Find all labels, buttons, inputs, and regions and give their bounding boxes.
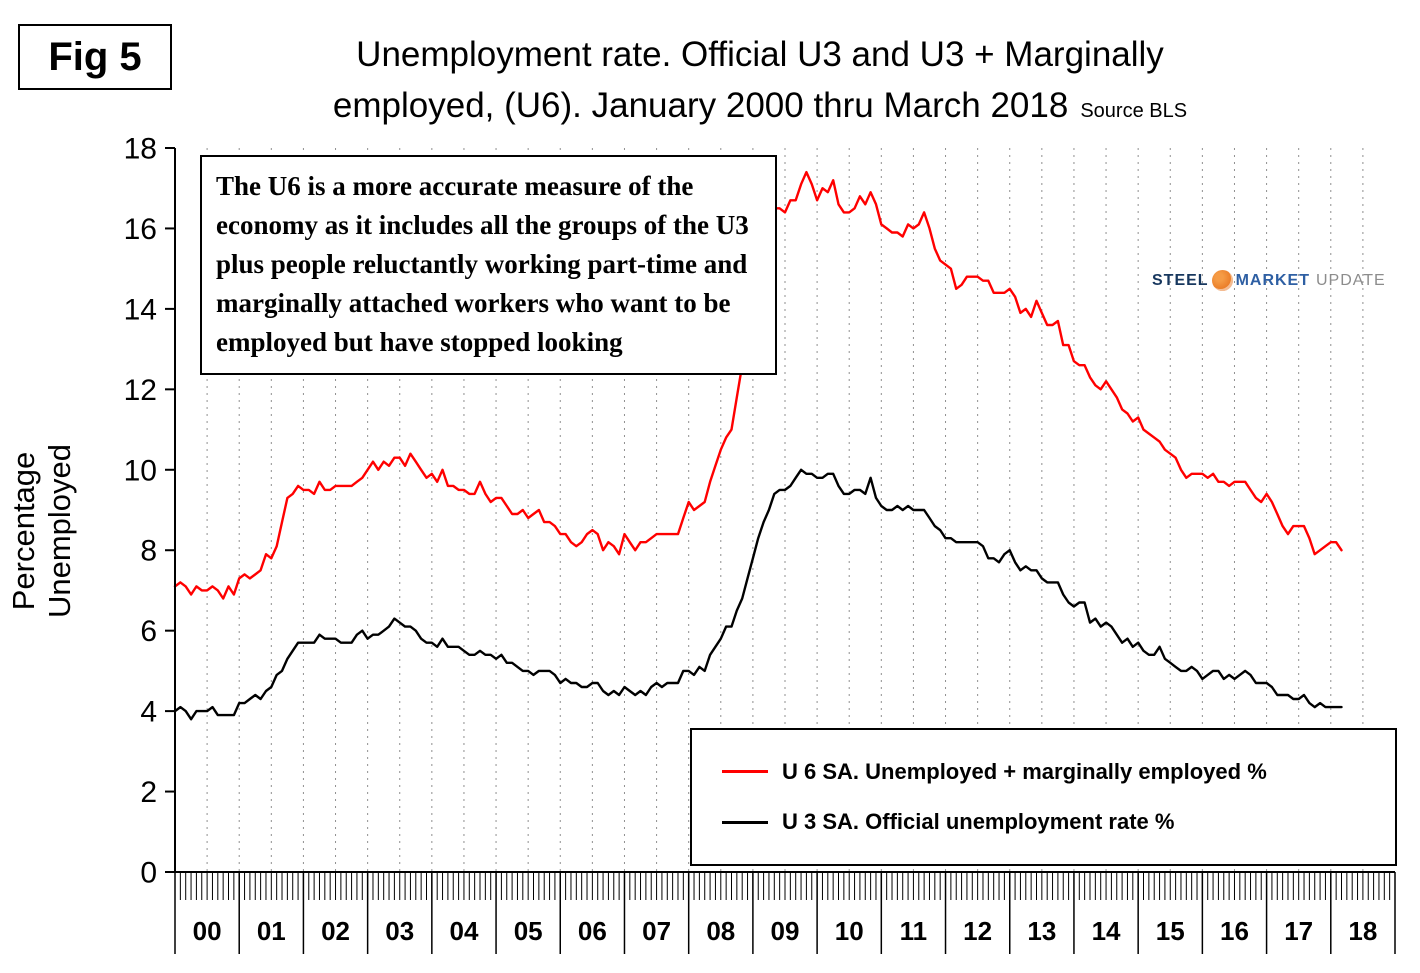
x-tick-label: 11 — [900, 916, 928, 946]
legend-item-u3: U 3 SA. Official unemployment rate % — [692, 809, 1395, 835]
legend: U 6 SA. Unemployed + marginally employed… — [690, 728, 1397, 866]
u3-line-sample — [722, 820, 768, 824]
x-tick-label: 09 — [771, 916, 800, 946]
logo-update-text: UPDATE — [1316, 271, 1386, 289]
x-tick-label: 06 — [578, 916, 607, 946]
x-tick-label: 02 — [321, 916, 350, 946]
x-tick-label: 14 — [1092, 916, 1121, 946]
y-tick-label: 8 — [140, 535, 157, 568]
x-tick-label: 01 — [257, 916, 286, 946]
y-tick-label: 16 — [124, 213, 157, 246]
y-axis-title: Percentage Unemployed — [6, 443, 77, 619]
y-tick-label: 12 — [124, 374, 157, 407]
x-tick-label: 12 — [963, 916, 992, 946]
legend-item-u6: U 6 SA. Unemployed + marginally employed… — [692, 759, 1395, 785]
annotation-text-box: The U6 is a more accurate measure of the… — [200, 155, 777, 376]
x-tick-label: 10 — [835, 916, 864, 946]
x-tick-label: 00 — [193, 916, 222, 946]
x-tick-label: 15 — [1156, 916, 1185, 946]
legend-label-u3: U 3 SA. Official unemployment rate % — [782, 809, 1175, 835]
x-tick-label: 16 — [1220, 916, 1249, 946]
logo-market-text: MARKET — [1235, 271, 1310, 289]
chart-title-line1: Unemployment rate. Official U3 and U3 + … — [356, 35, 1164, 74]
legend-label-u6: U 6 SA. Unemployed + marginally employed… — [782, 758, 1267, 784]
x-tick-label: 18 — [1348, 916, 1377, 946]
y-tick-label: 4 — [140, 696, 157, 729]
x-tick-label: 03 — [385, 916, 414, 946]
x-tick-label: 05 — [514, 916, 543, 946]
axis-ticks — [165, 147, 1396, 954]
y-tick-label: 14 — [124, 293, 157, 326]
logo-steel-text: STEEL — [1152, 271, 1209, 289]
y-tick-label: 0 — [140, 857, 157, 890]
x-tick-label: 08 — [706, 916, 735, 946]
source-label: Source BLS — [1080, 99, 1188, 122]
x-tick-label: 07 — [642, 916, 671, 946]
globe-icon — [1211, 270, 1233, 291]
x-tick-label: 04 — [449, 916, 478, 946]
steel-market-update-logo: STEEL MARKET UPDATE — [1152, 270, 1386, 291]
y-tick-label: 6 — [140, 615, 157, 648]
u3-series-line — [173, 468, 1343, 721]
x-tick-label: 13 — [1027, 916, 1056, 946]
figure-number-label: Fig 5 — [18, 24, 172, 90]
chart-title-line2: employed, (U6). January 2000 thru March … — [180, 81, 1340, 132]
u6-line-sample — [722, 770, 768, 774]
chart-title-line2-text: employed, (U6). January 2000 thru March … — [332, 85, 1069, 125]
x-tick-label: 17 — [1284, 916, 1313, 946]
y-tick-label: 10 — [124, 454, 157, 487]
y-tick-label: 18 — [124, 133, 157, 166]
y-tick-label: 2 — [140, 776, 157, 809]
chart-title: Unemployment rate. Official U3 and U3 + … — [180, 30, 1340, 132]
